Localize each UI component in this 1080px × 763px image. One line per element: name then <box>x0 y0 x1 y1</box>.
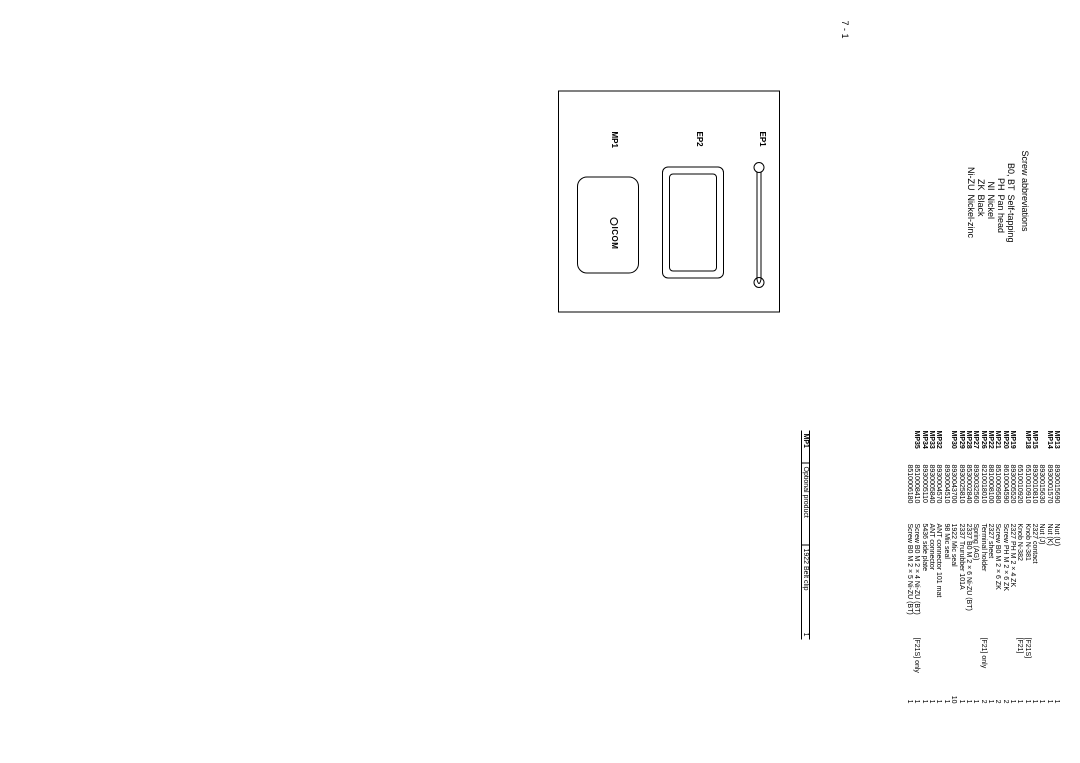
label-mp1: MP1 <box>610 131 619 147</box>
table-row: 8510006180Screw B0 M 2 × 5 Ni-ZU (BT)1 <box>906 430 913 707</box>
table-row: MP278930032560Spring (AG)1 <box>972 430 979 707</box>
page-number: 7 - 1 <box>840 20 850 38</box>
radio-body-icon <box>577 176 639 273</box>
abbrev-row: B0, BTSelf-tapping <box>1006 150 1016 244</box>
table-row: MP186510010910Knob N-381[F21S]1 <box>1023 430 1030 707</box>
table-row: MP338930005840ANT connector1 <box>928 430 935 707</box>
abbrev-title: Screw abbreviations <box>1020 150 1030 244</box>
abbrev-row: Ni-ZUNickel-zinc <box>966 150 976 244</box>
exploded-diagram: EP1 EP2 MP1 ICOM <box>558 90 780 312</box>
opt-desc: 1922 Belt clip <box>802 545 810 622</box>
table-row: MP138930015690Nut (U)1 <box>1053 430 1060 707</box>
opt-ref: MP1 <box>802 430 810 463</box>
table-row: MP1989300055202327 PH M 2 × 4 ZK1 <box>1009 430 1016 707</box>
table-row: MP218510009580Screw B0 M 2 × 6 ZK2 <box>994 430 1001 707</box>
table-row: 893000451098 Mic seal1 <box>943 430 950 707</box>
parts-table: MP138930015690Nut (U)1MP148930001570Nut … <box>906 430 1060 707</box>
opt-qty: 1 <box>802 621 810 639</box>
abbrev-row: PHPan head <box>996 150 1006 244</box>
opt-order: Optional product <box>802 463 810 545</box>
icom-logo: ICOM <box>610 217 619 249</box>
table-row: 6510010920Knob N-382[F21]1 <box>1016 430 1023 707</box>
battery-outline-icon <box>662 166 724 278</box>
table-row: MP2989300258102337 Trurubber 101A1 <box>957 430 964 707</box>
table-row: MP3089300437001922 Mic seal10 <box>950 430 957 707</box>
table-row: MP268210018010Terminal holder[F21] only2 <box>979 430 986 707</box>
table-row: MP2288100081002327 sheet1 <box>987 430 994 707</box>
table-row: MP148930001570Nut (K)1 <box>1045 430 1052 707</box>
optional-product-table: MP1 Optional product 1922 Belt clip 1 <box>801 430 810 639</box>
label-ep2: EP2 <box>695 131 704 146</box>
screw-abbreviations: Screw abbreviations B0, BTSelf-tappingPH… <box>966 150 1030 244</box>
label-ep1: EP1 <box>758 131 767 146</box>
table-row: MP3489300051105436 side plate1 <box>920 430 927 707</box>
antenna-icon <box>751 161 767 291</box>
abbrev-row: NINickel <box>986 150 996 244</box>
abbrev-row: ZKBlack <box>976 150 986 244</box>
table-row: MP358510008410Screw B0 M 2 × 4 Ni-ZU (BT… <box>913 430 920 707</box>
table-row: MP2885300028402337 B0 M 2 × 6 Ni-ZU (BT)… <box>965 430 972 707</box>
table-row: MP208610004590Screw PH M 2 × 6 ZK2 <box>1001 430 1008 707</box>
table-row: 8930015630Nut (J)1 <box>1038 430 1045 707</box>
table-row: MP328930004570ANT connector 101 mat1 <box>935 430 942 707</box>
table-row: MP1589300108102327 contact1 <box>1031 430 1038 707</box>
